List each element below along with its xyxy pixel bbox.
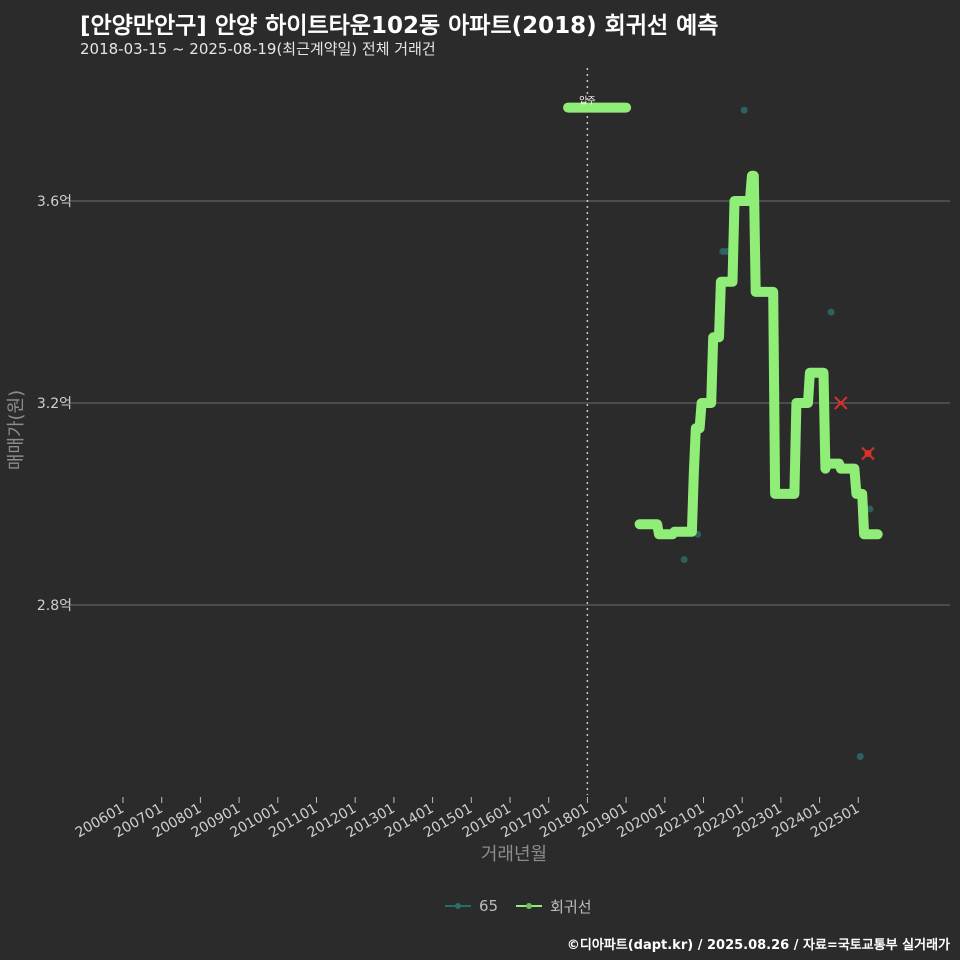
y-tick-label: 2.8억 <box>37 598 72 614</box>
y-axis-ticks: 2.8억 3.2억 3.6억 <box>37 194 72 614</box>
x-axis-ticks: 2006012007012008012009012010012011012012… <box>73 797 862 841</box>
chart-subtitle: 2018-03-15 ~ 2025-08-19(최근계약일) 전체 거래건 <box>80 40 436 58</box>
prediction-markers <box>834 396 875 461</box>
x-axis-label: 거래년월 <box>481 844 547 865</box>
data-point-65 <box>866 505 874 513</box>
legend-key-65 <box>445 896 471 916</box>
regression-line <box>634 170 883 540</box>
legend-label-regression: 회귀선 <box>550 897 592 916</box>
legend-item-65: 65 <box>445 896 498 916</box>
data-point-65 <box>680 556 688 564</box>
regression-line-layer <box>634 170 883 540</box>
y-tick-label: 3.6억 <box>37 194 72 210</box>
data-point-65 <box>740 106 748 114</box>
legend-label-65: 65 <box>479 897 499 915</box>
move-in-label: 입주 <box>579 95 596 107</box>
chart-title: [안양만안구] 안양 하이트타운102동 아파트(2018) 회귀선 예측 <box>80 13 719 39</box>
data-point-65 <box>827 308 835 316</box>
data-point-65 <box>856 753 864 760</box>
legend: 65 회귀선 <box>445 895 610 917</box>
transaction-points <box>655 106 874 760</box>
prediction-marker-dot <box>864 450 872 457</box>
legend-key-regression <box>516 896 543 916</box>
y-tick-label: 3.2억 <box>37 396 72 412</box>
y-axis-label: 매매가(원) <box>6 390 27 470</box>
legend-item-regression: 회귀선 <box>516 896 592 917</box>
gridlines <box>68 200 950 606</box>
source-caption: ©디아파트(dapt.kr) / 2025.08.26 / 자료=국토교통부 실… <box>566 938 950 953</box>
move-in-line: 입주 <box>563 68 632 795</box>
prediction-marker <box>834 396 848 410</box>
